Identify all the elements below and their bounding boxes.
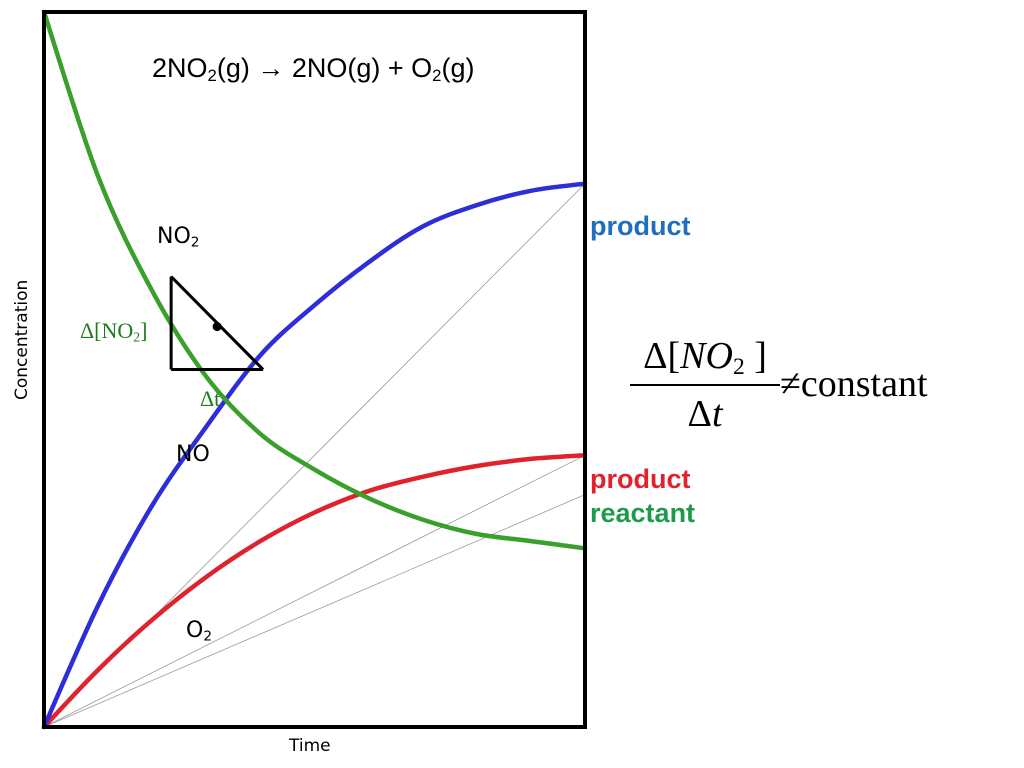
rate-formula-denominator: Δt (687, 393, 723, 435)
fraction-bar (630, 384, 780, 386)
product-label-no: product (590, 211, 691, 241)
x-axis-label: Time (289, 736, 331, 756)
y-axis-label: Concentration (12, 279, 32, 400)
series-line-o2 (41, 453, 588, 730)
rate-formula-numerator: Δ[NO2 ] (643, 335, 767, 380)
plot-frame (42, 10, 587, 729)
product-label-o2: product (590, 464, 691, 494)
delta-concentration-label: Δ[NO2] (80, 318, 148, 345)
series-label-no2: NO2 (157, 224, 200, 251)
reactant-label-no2: reactant (590, 498, 696, 528)
series-line-no (41, 181, 588, 730)
series-label-no: NO (176, 442, 210, 467)
arrow-icon: → (257, 53, 285, 83)
chart-title: 2NO2(g) → 2NO(g) + O2(g) (152, 53, 475, 86)
secant-line-2 (43, 454, 586, 728)
series-line-no2 (41, 9, 588, 551)
series-label-o2: O2 (186, 618, 212, 645)
tangent-point (212, 322, 222, 332)
rate-formula-not-constant: ≠constant (780, 363, 928, 405)
delta-time-label: Δt (200, 386, 221, 411)
secant-line-3 (43, 494, 586, 728)
rate-formula-fraction: Δ[NO2 ] Δt (630, 334, 780, 436)
